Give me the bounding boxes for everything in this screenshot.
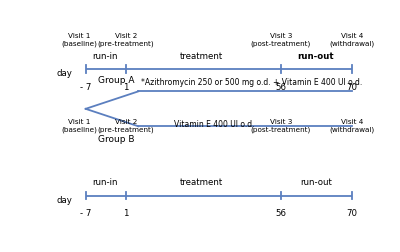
Text: Visit 3
(post-treatment): Visit 3 (post-treatment): [251, 118, 311, 133]
Text: run-in: run-in: [92, 52, 118, 61]
Text: Visit 3
(post-treatment): Visit 3 (post-treatment): [251, 33, 311, 47]
Text: Visit 4
(withdrawal): Visit 4 (withdrawal): [330, 118, 375, 133]
Text: Group B: Group B: [98, 135, 135, 144]
Text: 56: 56: [276, 209, 286, 218]
Text: Visit 1
(baseline): Visit 1 (baseline): [62, 33, 97, 47]
Text: 56: 56: [276, 83, 286, 92]
Text: Visit 2
(pre-treatment): Visit 2 (pre-treatment): [98, 33, 154, 47]
Text: run-out: run-out: [298, 52, 334, 61]
Text: 70: 70: [347, 209, 358, 218]
Text: day: day: [56, 69, 72, 78]
Text: - 7: - 7: [80, 209, 91, 218]
Text: Visit 1
(baseline): Visit 1 (baseline): [62, 118, 97, 133]
Text: *Azithromycin 250 or 500 mg o.d. + Vitamin E 400 UI o.d.: *Azithromycin 250 or 500 mg o.d. + Vitam…: [142, 78, 363, 86]
Text: 1: 1: [123, 83, 129, 92]
Text: 70: 70: [347, 83, 358, 92]
Text: treatment: treatment: [180, 52, 224, 61]
Text: day: day: [56, 196, 72, 205]
Text: Visit 4
(withdrawal): Visit 4 (withdrawal): [330, 33, 375, 47]
Text: treatment: treatment: [180, 178, 224, 187]
Text: Group A: Group A: [98, 76, 135, 85]
Text: Vitamin E 400 UI o.d.: Vitamin E 400 UI o.d.: [174, 120, 254, 130]
Text: - 7: - 7: [80, 83, 91, 92]
Text: 1: 1: [123, 209, 129, 218]
Text: run-in: run-in: [92, 178, 118, 187]
Text: Visit 2
(pre-treatment): Visit 2 (pre-treatment): [98, 118, 154, 133]
Text: run-out: run-out: [300, 178, 332, 187]
